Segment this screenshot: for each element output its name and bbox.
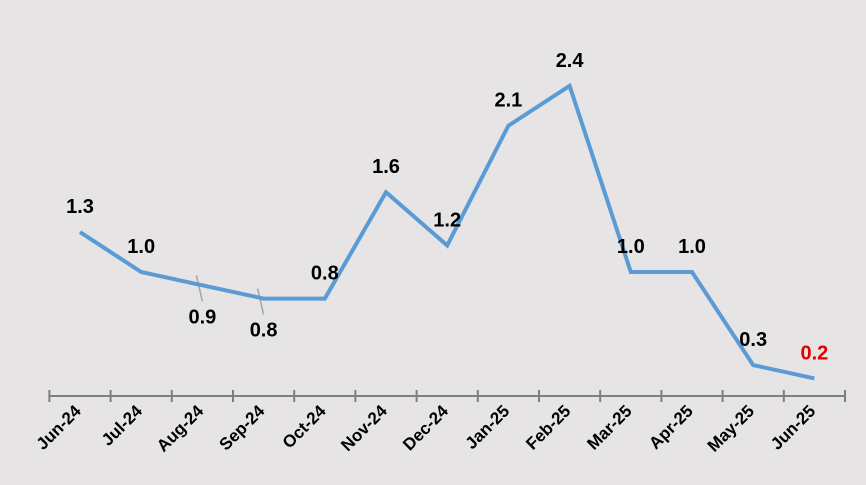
series-layer: [78, 82, 815, 381]
x-tick-label: Jul-24: [98, 401, 147, 450]
data-label: 0.8: [250, 320, 278, 342]
data-label: 1.0: [617, 236, 645, 258]
data-label: 2.1: [494, 90, 522, 112]
data-label: 2.4: [556, 50, 585, 72]
data-label: 1.2: [433, 209, 461, 231]
data-label: 0.3: [739, 329, 767, 351]
data-labels: 1.3 1.0 0.9 0.8 0.8 1.6 1.2 2.1 2.4 1.0 1.0 0.3 0.2: [66, 50, 828, 365]
x-axis: [48, 390, 846, 402]
x-tick-label: Dec-24: [399, 401, 452, 454]
data-label: 1.3: [66, 196, 94, 218]
data-label: 1.0: [678, 236, 706, 258]
x-tick-label: Sep-24: [216, 401, 269, 454]
x-tick-label: Oct-24: [279, 401, 330, 452]
x-tick-label: Nov-24: [337, 401, 391, 455]
data-label: 1.0: [127, 236, 155, 258]
x-tick-label: Aug-24: [153, 401, 208, 456]
leader-line: [256, 288, 265, 315]
data-label: 1.6: [372, 156, 400, 178]
data-label: 0.8: [311, 263, 339, 285]
x-tick-label: Jun-25: [767, 401, 819, 453]
leader-lines: [195, 275, 265, 315]
x-tick-label: May-25: [704, 401, 758, 455]
x-tick-label: Jun-24: [33, 401, 86, 454]
x-tick-label: Jan-25: [462, 401, 514, 453]
data-label: 0.2: [800, 342, 828, 364]
leader-line: [195, 275, 204, 302]
x-tick-label: Feb-25: [522, 401, 574, 453]
series-line: [78, 82, 815, 381]
x-tick-label: Mar-25: [583, 401, 635, 453]
data-label: 0.9: [188, 306, 216, 328]
x-tick-labels: Jun-24 Jul-24 Aug-24 Sep-24 Oct-24 Nov-24 Dec-…: [33, 401, 820, 456]
x-tick-label: Apr-25: [645, 401, 697, 453]
